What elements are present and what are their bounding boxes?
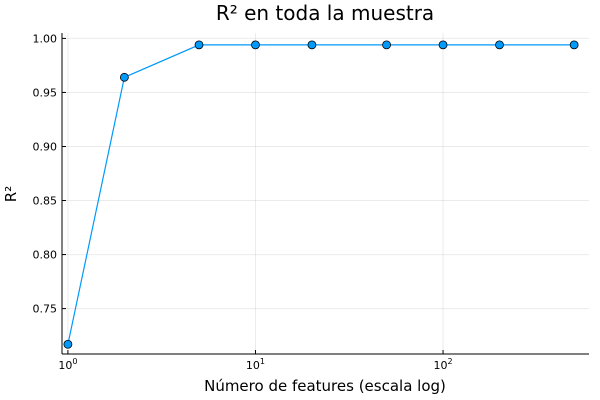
y-tick-label: 0.85 <box>33 195 58 208</box>
y-tick-label: 0.80 <box>33 249 58 262</box>
grid <box>62 33 589 354</box>
tick-labels: 100 101 102 0.75 0.80 0.85 0.90 0.95 1.00 <box>33 32 453 372</box>
x-axis-label: Número de features (escala log) <box>204 377 446 395</box>
data-point <box>307 40 317 50</box>
y-tick-label: 0.90 <box>33 140 58 153</box>
data-point <box>194 40 204 50</box>
x-tick-label: 100 <box>58 357 77 372</box>
data-point <box>495 40 504 50</box>
y-tick-label: 0.75 <box>33 303 58 316</box>
series <box>63 40 579 349</box>
axes <box>61 33 589 355</box>
data-point <box>251 40 260 50</box>
data-point <box>438 40 448 50</box>
data-point <box>569 40 579 50</box>
y-tick-label: 1.00 <box>33 32 58 45</box>
y-axis-label: R² <box>2 186 20 202</box>
x-tick-label: 102 <box>433 357 452 372</box>
data-point <box>119 72 129 82</box>
x-tick-label: 101 <box>246 357 265 372</box>
data-point <box>382 40 391 50</box>
y-tick-label: 0.95 <box>33 86 58 99</box>
chart-title: R² en toda la muestra <box>216 1 434 25</box>
data-point <box>63 339 73 349</box>
